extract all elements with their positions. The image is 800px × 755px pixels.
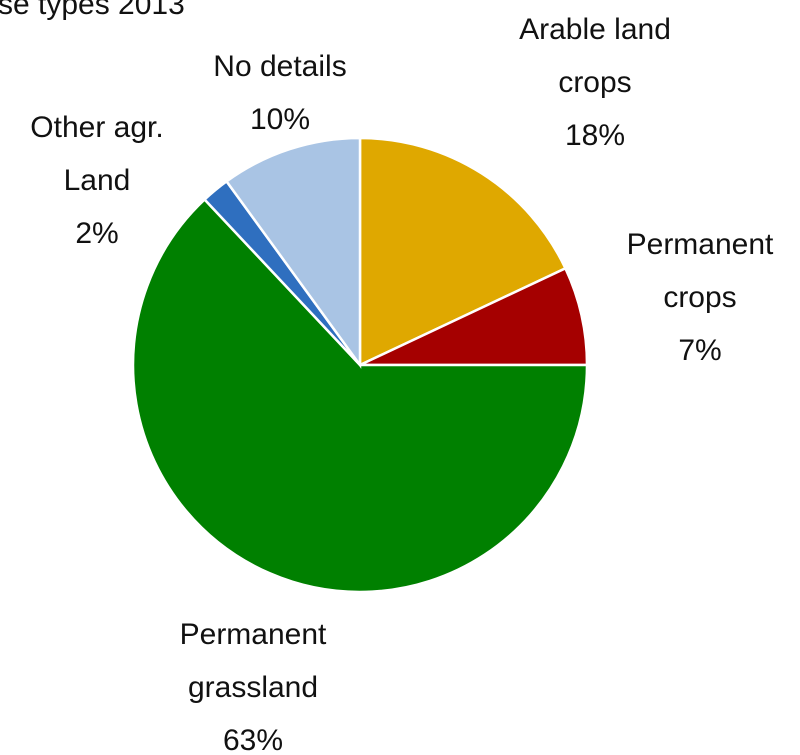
slice-value-label: 10% xyxy=(249,103,311,136)
slice-label: Other agr. Land xyxy=(30,111,164,197)
slice-label: Permanent crops xyxy=(626,228,774,314)
pie-slice xyxy=(131,197,589,594)
chart-title: se types 2013 xyxy=(0,0,185,21)
slice-value-label: 2% xyxy=(75,217,119,250)
slice-value-label: 7% xyxy=(678,334,722,367)
pie-slice xyxy=(224,136,362,369)
slice-label: Arable land crops xyxy=(519,13,671,99)
slice-value-label: 18% xyxy=(564,119,626,152)
slice-label: Permanent grassland xyxy=(179,618,327,704)
slice-label: No details xyxy=(213,50,347,83)
pie-slice xyxy=(358,136,568,367)
slice-value-label: 63% xyxy=(222,724,284,755)
